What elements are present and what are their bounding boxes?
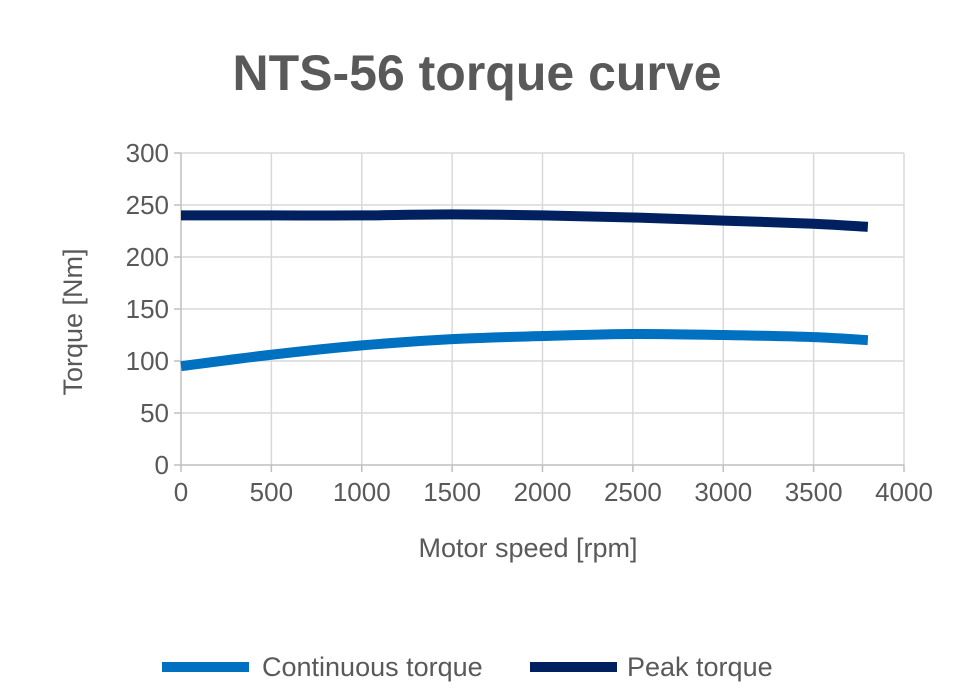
y-tick-label: 250 [126,190,169,220]
y-tick-label: 0 [155,450,169,480]
x-tick-label: 500 [250,477,293,507]
x-tick-label: 1000 [333,477,391,507]
series-line-peak-torque [180,209,869,232]
y-tick-label: 150 [126,294,169,324]
x-tick-labels: 0 500 1000 1500 2000 2500 3000 3500 4000 [174,477,933,507]
y-tick-labels: 0 50 100 150 200 250 300 [126,138,169,480]
chart-title: NTS-56 torque curve [232,45,721,101]
x-axis-label: Motor speed [rpm] [418,533,637,563]
y-tick-label: 200 [126,242,169,272]
grid-lines [181,152,905,465]
legend-label: Continuous torque [262,652,483,682]
x-tick-label: 2000 [514,477,572,507]
x-tick-label: 4000 [875,477,933,507]
axes [174,152,905,472]
series-line-continuous-torque [180,328,869,372]
x-tick-label: 0 [174,477,188,507]
y-tick-label: 300 [126,138,169,168]
legend: Continuous torque Peak torque [162,652,773,682]
y-axis-label: Torque [Nm] [58,248,88,395]
y-tick-label: 50 [140,398,169,428]
x-tick-label: 3000 [694,477,752,507]
legend-label: Peak torque [627,652,773,682]
x-tick-label: 1500 [423,477,481,507]
y-tick-label: 100 [126,346,169,376]
x-tick-label: 2500 [604,477,662,507]
series-lines [180,209,869,372]
x-tick-label: 3500 [785,477,843,507]
